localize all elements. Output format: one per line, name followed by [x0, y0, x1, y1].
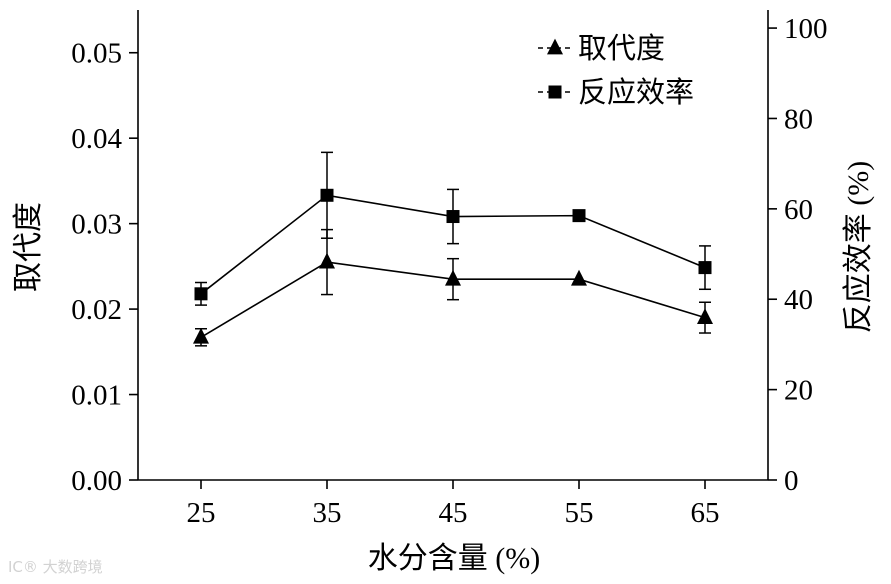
right-tick-label: 80 — [784, 103, 813, 135]
left-axis-title: 取代度 — [12, 202, 45, 292]
x-axis-ticks: 25 35 45 55 65 — [187, 480, 720, 529]
left-tick-label: 0.03 — [71, 209, 122, 241]
legend-label: 反应效率 — [578, 76, 694, 109]
x-tick-label: 35 — [313, 497, 342, 529]
left-tick-label: 0.01 — [71, 380, 122, 412]
data-point — [194, 287, 208, 301]
right-tick-label: 60 — [784, 194, 813, 226]
data-point — [697, 308, 713, 325]
watermark: IC® 大数跨境 — [8, 558, 103, 576]
right-tick-label: 20 — [784, 375, 813, 407]
series-layer — [193, 151, 713, 347]
right-tick-label: 0 — [784, 465, 799, 497]
left-tick-label: 0.00 — [71, 465, 122, 497]
data-point — [698, 261, 712, 275]
x-axis-title: 水分含量 (%) — [368, 542, 540, 575]
x-tick-label: 45 — [439, 497, 468, 529]
series-1 — [193, 228, 713, 347]
data-point — [571, 269, 587, 286]
left-tick-label: 0.05 — [71, 38, 122, 70]
legend-marker — [547, 38, 563, 55]
legend-marker — [548, 85, 562, 99]
left-tick-label: 0.02 — [71, 294, 122, 326]
data-point — [445, 269, 461, 286]
data-point — [319, 252, 335, 269]
right-tick-label: 100 — [784, 13, 828, 45]
right-axis-ticks: 0 20 40 60 80 100 — [768, 13, 828, 497]
x-tick-label: 55 — [565, 497, 594, 529]
series-2 — [194, 151, 712, 306]
left-tick-label: 0.04 — [71, 123, 122, 155]
right-tick-label: 40 — [784, 284, 813, 316]
x-tick-label: 25 — [187, 497, 216, 529]
data-point — [446, 210, 460, 224]
right-axis-title: 反应效率 (%) — [842, 161, 875, 333]
legend-label: 取代度 — [578, 32, 665, 65]
left-axis-ticks: 0.00 0.01 0.02 0.03 0.04 0.05 — [71, 38, 138, 497]
x-tick-label: 65 — [691, 497, 720, 529]
data-point — [320, 188, 334, 202]
data-point — [572, 209, 586, 223]
data-point — [193, 327, 209, 344]
